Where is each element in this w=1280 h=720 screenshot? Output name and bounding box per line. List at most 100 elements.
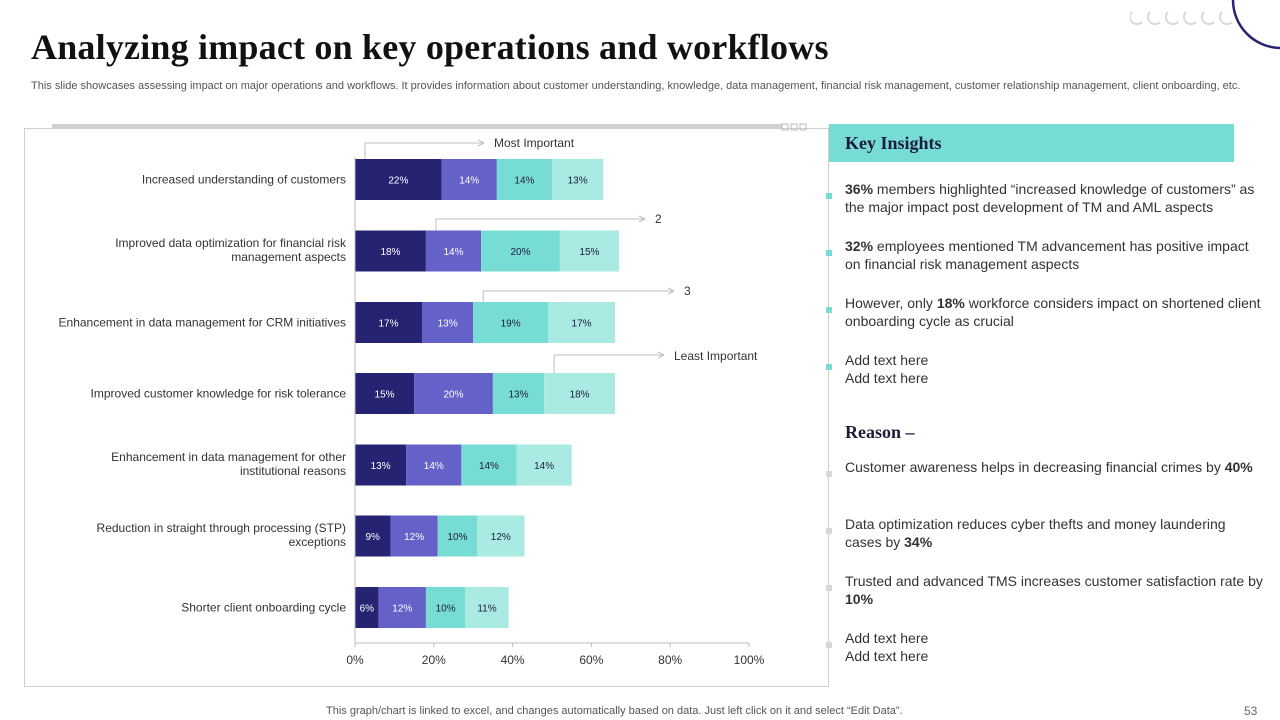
data-label: 13% xyxy=(509,390,529,401)
bar-segment xyxy=(406,444,462,486)
data-label: 13% xyxy=(438,319,458,330)
bar-segment xyxy=(481,230,560,272)
data-label: 11% xyxy=(477,604,496,615)
data-label: 18% xyxy=(380,247,400,258)
data-label: 18% xyxy=(570,390,590,401)
data-label: 20% xyxy=(443,390,463,401)
bar-segment xyxy=(355,444,407,486)
bar-segment xyxy=(425,587,466,628)
insight-text: employees mentioned TM advancement has p… xyxy=(845,238,1249,272)
bar-segment xyxy=(473,302,549,343)
bullet-marker xyxy=(826,364,832,370)
bar-segment xyxy=(355,302,422,343)
insight-value: 36% xyxy=(845,181,874,197)
reason-placeholder-text: Add text here xyxy=(845,648,929,664)
x-tick-label: 0% xyxy=(346,653,364,667)
bar-segment xyxy=(355,515,391,557)
slide-title: Analyzing impact on key operations and w… xyxy=(31,27,829,67)
data-label: 14% xyxy=(479,461,499,472)
bar-segment xyxy=(437,515,478,557)
annotation-connector xyxy=(553,354,664,373)
x-tick-label: 80% xyxy=(658,653,682,667)
bar-segment xyxy=(492,373,545,414)
category-label: Enhancement in data management for other… xyxy=(111,450,346,478)
bar-segment xyxy=(414,373,493,414)
bullet-marker xyxy=(826,585,832,591)
key-insights-header: Key Insights xyxy=(829,124,1234,162)
data-label: 12% xyxy=(491,532,511,543)
bar-segment xyxy=(516,444,572,486)
data-label: 14% xyxy=(443,247,463,258)
page-number: 53 xyxy=(1244,704,1258,718)
data-label: 22% xyxy=(388,176,408,187)
data-label: 19% xyxy=(501,319,521,330)
frame-top-bar xyxy=(52,124,782,128)
data-label: 15% xyxy=(579,247,599,258)
frame-squares-decoration xyxy=(781,123,807,131)
category-label: Improved data optimization for financial… xyxy=(115,236,347,264)
category-label: Enhancement in data management for CRM i… xyxy=(59,316,346,330)
data-label: 17% xyxy=(572,319,592,330)
data-label: 14% xyxy=(534,461,554,472)
data-label: 13% xyxy=(568,176,588,187)
bar-segment xyxy=(544,373,616,414)
annotation-arrowhead xyxy=(638,215,646,223)
data-label: 12% xyxy=(392,604,412,615)
reason-value: 34% xyxy=(904,534,933,550)
insight-text: members highlighted “increased knowledge… xyxy=(845,181,1255,215)
key-insights-title: Key Insights xyxy=(845,133,942,153)
bar-segment xyxy=(355,230,426,272)
insight-placeholder-text: Add text here xyxy=(845,370,929,386)
data-label: 10% xyxy=(436,604,456,615)
annotation-arrowhead xyxy=(667,287,675,295)
bullet-marker xyxy=(826,250,832,256)
bar-segment xyxy=(355,373,415,414)
bar-segment xyxy=(552,159,604,200)
bar-segment xyxy=(548,302,616,343)
reason-value: 40% xyxy=(1224,459,1253,475)
bar-segment xyxy=(425,230,482,272)
annotation-arrowhead xyxy=(477,139,485,147)
chart-frame xyxy=(24,128,829,687)
reason-text: Data optimization reduces cyber thefts a… xyxy=(845,516,1226,550)
reason-heading: Reason – xyxy=(845,422,915,442)
category-label: Shorter client onboarding cycle xyxy=(181,601,346,615)
stacked-bar-chart: Increased understanding of customers Impr… xyxy=(59,136,765,667)
annotation-label: 2 xyxy=(655,212,662,226)
bar-segment xyxy=(496,159,552,200)
annotation-label: 3 xyxy=(684,284,691,298)
reason-item: Data optimization reduces cyber thefts a… xyxy=(845,515,1265,551)
category-label: Improved customer knowledge for risk tol… xyxy=(91,387,347,401)
data-label: 9% xyxy=(366,532,381,543)
insight-item: Add text here Add text here xyxy=(845,351,1265,387)
reason-item: Trusted and advanced TMS increases custo… xyxy=(845,572,1265,608)
bullet-marker xyxy=(826,642,832,648)
insight-value: 18% xyxy=(936,295,965,311)
x-tick-label: 60% xyxy=(579,653,603,667)
bar-segment xyxy=(477,515,525,557)
annotation-label: Most Important xyxy=(494,136,575,150)
bar-segment xyxy=(378,587,426,628)
insight-item: 36% members highlighted “increased knowl… xyxy=(845,180,1265,216)
annotation-label: Least Important xyxy=(674,349,758,363)
bar-segment xyxy=(390,515,438,557)
bullet-marker xyxy=(826,307,832,313)
reason-text: Customer awareness helps in decreasing f… xyxy=(845,459,1225,475)
annotation-connector xyxy=(435,218,645,231)
data-label: 10% xyxy=(447,532,467,543)
bar-segment xyxy=(465,587,509,628)
bar-segment xyxy=(461,444,517,486)
x-tick-label: 40% xyxy=(501,653,525,667)
annotation-connector xyxy=(482,290,674,302)
insight-value: 32% xyxy=(845,238,874,254)
x-tick-label: 100% xyxy=(734,653,765,667)
insight-item: 32% employees mentioned TM advancement h… xyxy=(845,237,1265,273)
data-label: 12% xyxy=(404,532,424,543)
reason-text: Trusted and advanced TMS increases custo… xyxy=(845,573,1263,589)
bullet-marker xyxy=(826,471,832,477)
reason-item: Add text here Add text here xyxy=(845,629,1265,665)
bar-segment xyxy=(559,230,619,272)
insight-text: However, only xyxy=(845,295,937,311)
data-label: 14% xyxy=(424,461,444,472)
category-label: Reduction in straight through processing… xyxy=(97,521,346,549)
